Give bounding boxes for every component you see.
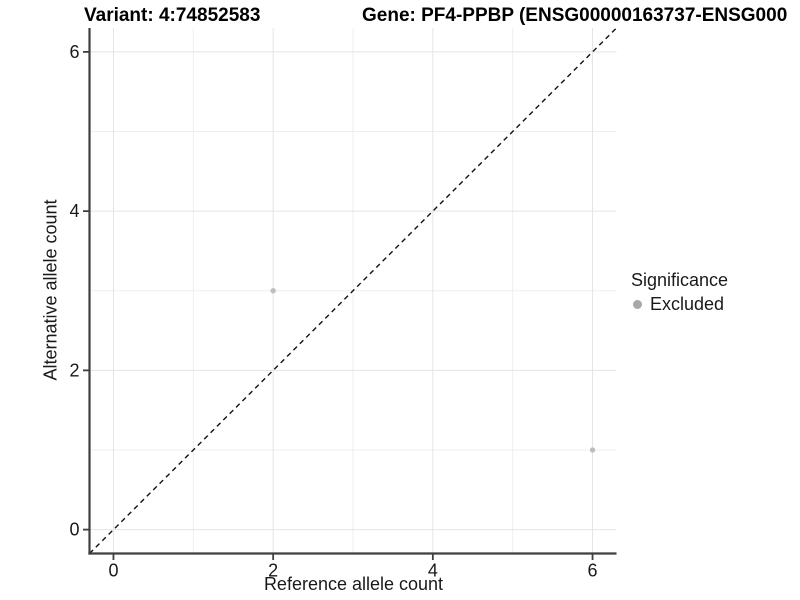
legend-item: Excluded bbox=[631, 294, 728, 314]
data-point bbox=[589, 447, 596, 453]
x-tick-label: 4 bbox=[428, 561, 438, 581]
x-tick-label: 2 bbox=[268, 561, 278, 581]
legend-title: Significance bbox=[631, 270, 729, 290]
x-tick-label: 6 bbox=[588, 561, 598, 581]
y-tick-label: 2 bbox=[69, 360, 79, 380]
legend: Significance Excluded bbox=[631, 270, 728, 314]
plot-title-gene: Gene: PF4-PPBP (ENSG00000163737-ENSG000 bbox=[362, 5, 788, 26]
data-point bbox=[270, 288, 276, 294]
x-tick-label: 0 bbox=[108, 561, 118, 581]
y-tick-label: 0 bbox=[69, 520, 79, 540]
y-tick-label: 6 bbox=[69, 42, 79, 62]
plot-title-variant: Variant: 4:74852583 bbox=[84, 5, 261, 26]
identity-line bbox=[89, 27, 617, 554]
legend-items: Excluded bbox=[631, 294, 728, 314]
legend-key-dot bbox=[633, 299, 642, 309]
y-tick-label: 4 bbox=[69, 201, 79, 221]
x-axis-label: Reference allele count bbox=[263, 574, 444, 594]
legend-item-label: Excluded bbox=[650, 294, 725, 314]
y-axis-label: Alternative allele count bbox=[40, 199, 61, 381]
